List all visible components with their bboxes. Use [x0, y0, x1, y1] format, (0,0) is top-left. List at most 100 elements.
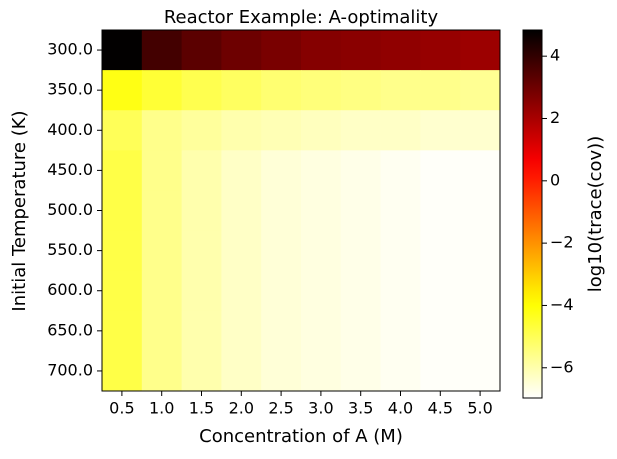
heatmap-cell [301, 110, 342, 151]
heatmap-cell [261, 70, 302, 111]
x-tick-label: 3.0 [308, 399, 333, 418]
heatmap-cell [420, 70, 461, 111]
y-tick-label: 300.0 [47, 40, 93, 59]
colorbar-label: log10(trace(cov)) [585, 136, 606, 292]
heatmap-cell [261, 190, 302, 232]
heatmap-cell [102, 150, 143, 191]
heatmap-cell [102, 30, 143, 71]
heatmap-cell [221, 30, 262, 71]
x-axis-label: Concentration of A (M) [199, 426, 403, 447]
heatmap-cell [380, 310, 421, 352]
heatmap-cell [301, 30, 342, 71]
heatmap-cell [261, 310, 302, 352]
heatmap-cell [261, 350, 302, 392]
heatmap-cell [102, 70, 143, 111]
heatmap-cell [380, 70, 421, 111]
heatmap-cell [181, 270, 222, 312]
heatmap-cell [301, 230, 342, 272]
heatmap-cell [340, 270, 382, 312]
heatmap-cell [141, 30, 183, 71]
heatmap-cell [221, 310, 262, 352]
y-tick-label: 400.0 [47, 120, 93, 139]
heatmap-cell [380, 110, 421, 151]
heatmap-cell [221, 270, 262, 312]
colorbar-tick-label: −6 [550, 357, 574, 376]
heatmap-cell [181, 150, 222, 191]
heatmap-cell [141, 310, 183, 352]
heatmap-cell [181, 110, 222, 151]
x-tick-label: 4.5 [428, 399, 453, 418]
heatmap-cell [380, 150, 421, 191]
heatmap-cell [420, 30, 461, 71]
heatmap-cell [340, 150, 382, 191]
heatmap-cell [221, 190, 262, 232]
x-tick-label: 4.0 [388, 399, 413, 418]
heatmap-cell [420, 350, 461, 392]
heatmap-cell [460, 230, 501, 272]
heatmap-cell [420, 270, 461, 312]
heatmap-cell [460, 110, 501, 151]
heatmap-cell [460, 30, 501, 71]
heatmap-cell [460, 270, 501, 312]
heatmap-cell [141, 350, 183, 392]
heatmap-cell [141, 230, 183, 272]
heatmap-cell [261, 230, 302, 272]
heatmap-cell [261, 150, 302, 191]
heatmap-cell [261, 30, 302, 71]
heatmap-cell [181, 350, 222, 392]
heatmap-cell [380, 350, 421, 392]
heatmap-cell [301, 150, 342, 191]
colorbar [522, 29, 543, 399]
heatmap-cell [221, 150, 262, 191]
heatmap-cell [141, 110, 183, 151]
heatmap-cell [340, 110, 382, 151]
x-tick-label: 1.0 [149, 399, 174, 418]
heatmap-cell [301, 70, 342, 111]
heatmap-cell [102, 190, 143, 232]
heatmap-cell [102, 230, 143, 272]
heatmap-cell [340, 310, 382, 352]
heatmap-cell [420, 110, 461, 151]
heatmap-cell [141, 190, 183, 232]
heatmap-cell [340, 350, 382, 392]
colorbar-tick-label: −4 [550, 295, 574, 314]
heatmap-cell [301, 190, 342, 232]
y-tick-label: 550.0 [47, 240, 93, 259]
x-tick-label: 1.5 [189, 399, 214, 418]
heatmap-cell [460, 310, 501, 352]
heatmap-cell [420, 190, 461, 232]
heatmap-cell [181, 70, 222, 111]
heatmap-cell [181, 230, 222, 272]
heatmap-cell [380, 230, 421, 272]
heatmap-cell [221, 230, 262, 272]
x-tick-label: 5.0 [467, 399, 492, 418]
heatmap-cell [301, 270, 342, 312]
heatmap-cell [102, 310, 143, 352]
heatmap-cell [141, 150, 183, 191]
x-tick-label: 0.5 [109, 399, 134, 418]
heatmap-cell [420, 310, 461, 352]
y-tick-label: 500.0 [47, 200, 93, 219]
heatmap-cell [301, 350, 342, 392]
heatmap-cell [181, 30, 222, 71]
heatmap-cell [460, 70, 501, 111]
heatmap-cell [460, 190, 501, 232]
x-tick-label: 2.5 [268, 399, 293, 418]
heatmap-cell [340, 30, 382, 71]
heatmap-cell [380, 270, 421, 312]
heatmap-cell [340, 70, 382, 111]
heatmap-cell [460, 350, 501, 392]
x-tick-label: 2.0 [229, 399, 254, 418]
heatmap-cell [380, 30, 421, 71]
heatmap-cell [181, 190, 222, 232]
heatmap-cell [380, 190, 421, 232]
y-tick-label: 450.0 [47, 160, 93, 179]
heatmap-cell [221, 110, 262, 151]
chart-title: Reactor Example: A-optimality [164, 7, 439, 28]
heatmap-cell [102, 350, 143, 392]
y-tick-label: 600.0 [47, 280, 93, 299]
heatmap-cell [420, 150, 461, 191]
heatmap-cell [340, 190, 382, 232]
colorbar-tick-label: 2 [550, 108, 560, 127]
